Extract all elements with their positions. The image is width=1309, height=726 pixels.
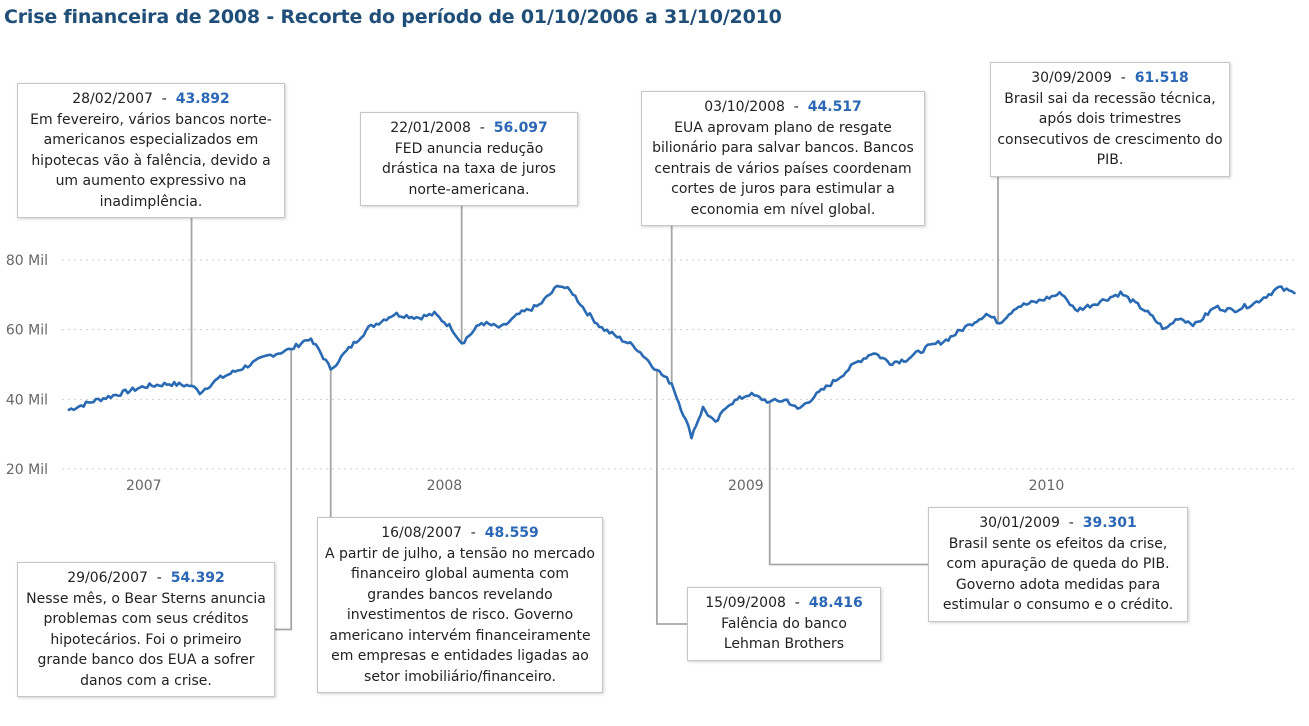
annotation-value: 54.392 <box>170 570 225 586</box>
x-axis: 2007 2008 2009 2010 <box>126 478 1064 494</box>
annotation-text: Nesse mês, o Bear Sterns anuncia problem… <box>26 590 266 689</box>
annotation-2009-09-30: 30/09/2009 - 61.518 Brasil sai da recess… <box>990 62 1230 177</box>
annotation-date: 30/09/2009 <box>1031 70 1112 86</box>
annotation-2009-01-30: 30/01/2009 - 39.301 Brasil sente os efei… <box>928 507 1188 622</box>
x-tick-label: 2007 <box>126 478 162 494</box>
grid-lines <box>62 259 1296 470</box>
annotation-value: 39.301 <box>1082 515 1137 531</box>
y-tick-label: 80 Mil <box>6 253 48 269</box>
x-tick-label: 2010 <box>1029 478 1065 494</box>
annotation-2007-08-16: 16/08/2007 - 48.559 A partir de julho, a… <box>317 517 603 693</box>
annotation-value: 61.518 <box>1134 70 1189 86</box>
x-tick-label: 2008 <box>427 478 463 494</box>
annotation-date: 22/01/2008 <box>390 120 471 136</box>
y-tick-label: 20 Mil <box>6 462 48 478</box>
chart-title: Crise financeira de 2008 - Recorte do pe… <box>4 6 782 28</box>
annotation-connectors <box>190 177 999 631</box>
annotation-2007-02-28: 28/02/2007 - 43.892 Em fevereiro, vários… <box>17 83 285 218</box>
annotation-2008-10-03: 03/10/2008 - 44.517 EUA aprovam plano de… <box>641 91 925 226</box>
annotation-text: FED anuncia redução drástica na taxa de … <box>382 140 556 198</box>
annotation-date: 28/02/2007 <box>72 91 153 107</box>
annotation-value: 43.892 <box>175 91 230 107</box>
y-tick-label: 40 Mil <box>6 392 48 408</box>
annotation-2008-01-22: 22/01/2008 - 56.097 FED anuncia redução … <box>360 112 578 206</box>
annotation-connector <box>655 370 687 625</box>
y-tick-label: 60 Mil <box>6 323 48 339</box>
annotation-connector <box>768 401 928 566</box>
annotation-date: 16/08/2007 <box>381 525 462 541</box>
annotation-text: Falência do banco Lehman Brothers <box>721 615 847 653</box>
annotation-date: 03/10/2008 <box>704 99 785 115</box>
annotation-value: 56.097 <box>493 120 548 136</box>
annotation-text: Brasil sai da recessão técnica, após doi… <box>997 90 1223 169</box>
annotation-value: 48.416 <box>808 595 863 611</box>
annotation-connector <box>275 349 293 631</box>
annotation-value: 48.559 <box>484 525 539 541</box>
annotation-2008-09-15: 15/09/2008 - 48.416 Falência do banco Le… <box>687 587 881 661</box>
annotation-date: 29/06/2007 <box>67 570 148 586</box>
series-line <box>67 284 1296 440</box>
annotation-value: 44.517 <box>807 99 862 115</box>
annotation-date: 15/09/2008 <box>705 595 786 611</box>
annotation-text: EUA aprovam plano de resgate bilionário … <box>652 119 914 218</box>
y-axis: 80 Mil 60 Mil 40 Mil 20 Mil <box>6 253 48 478</box>
annotation-2007-06-29: 29/06/2007 - 54.392 Nesse mês, o Bear St… <box>17 562 275 697</box>
x-tick-label: 2009 <box>728 478 764 494</box>
annotation-text: A partir de julho, a tensão no mercado f… <box>325 545 595 685</box>
annotation-text: Em fevereiro, vários bancos norte-americ… <box>30 111 272 210</box>
annotation-text: Brasil sente os efeitos da crise, com ap… <box>942 535 1174 614</box>
annotation-date: 30/01/2009 <box>979 515 1060 531</box>
